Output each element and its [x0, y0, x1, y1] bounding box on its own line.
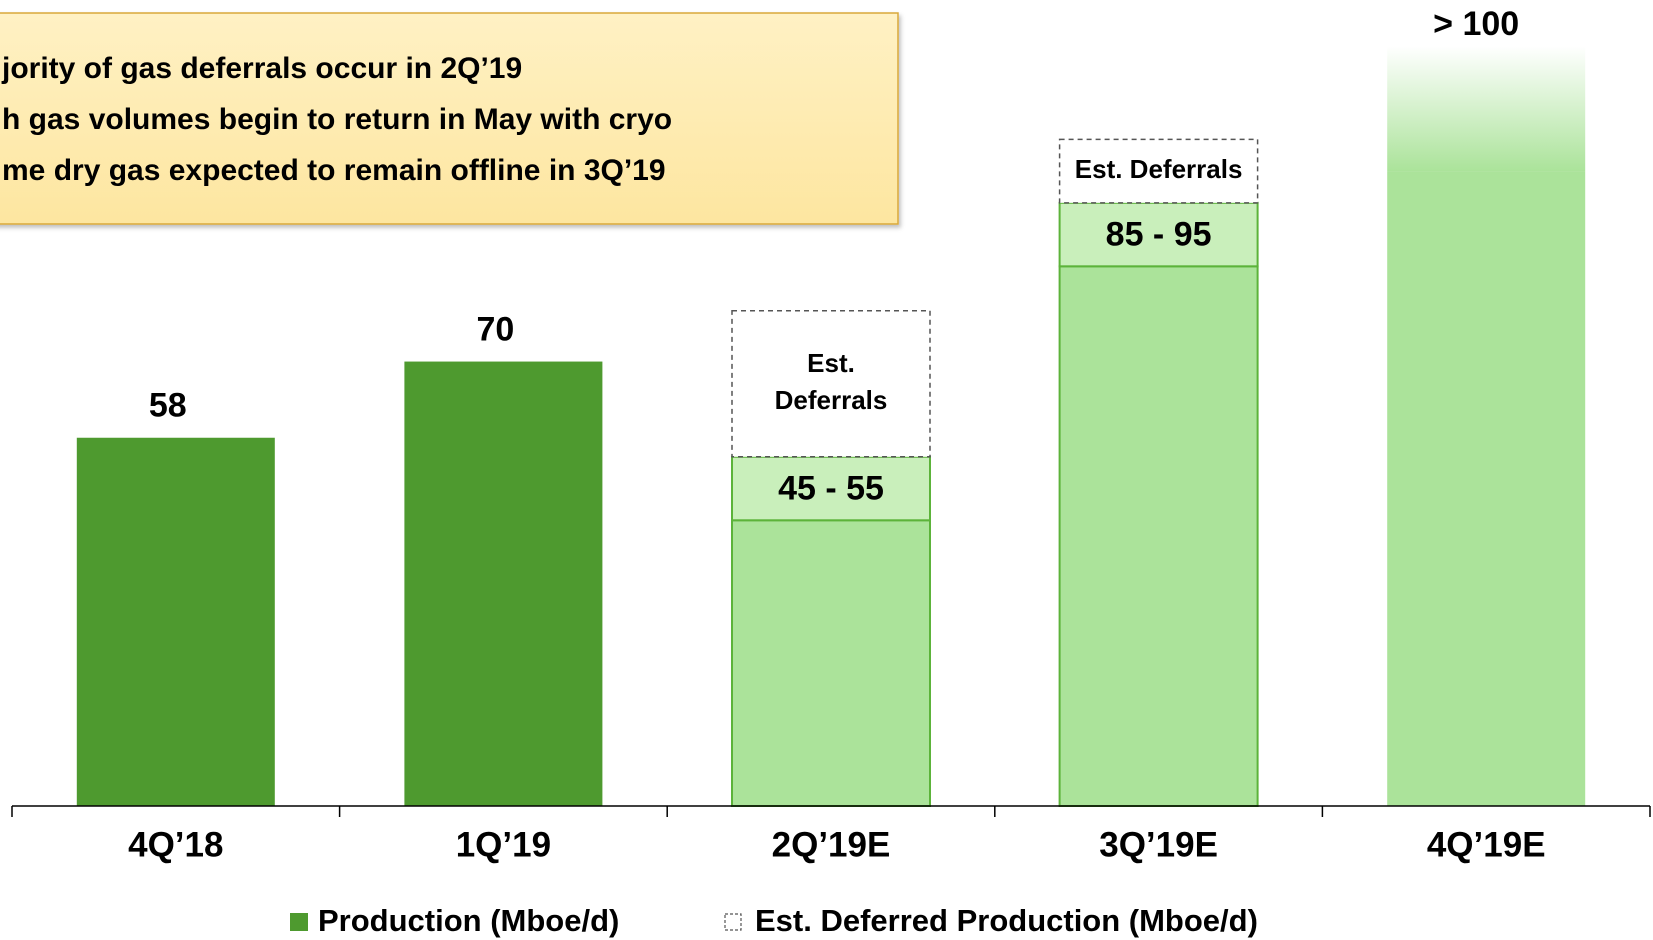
range-band — [731, 455, 931, 522]
callout-text: h gas volumes begin to return in May wit… — [2, 103, 672, 136]
value-label: 70 — [476, 311, 514, 349]
callout-text: me dry gas expected to remain offline in… — [2, 154, 666, 187]
deferral-label: Est. — [807, 348, 855, 378]
bar — [1387, 171, 1586, 807]
x-tick-label: 3Q’19E — [1099, 825, 1218, 864]
value-label: 85 - 95 — [1106, 216, 1212, 254]
bar-fade — [1387, 46, 1586, 172]
bar — [404, 361, 603, 806]
legend-swatch — [724, 913, 742, 931]
deferral-box — [731, 310, 931, 458]
x-tick-label: 2Q’19E — [772, 825, 891, 864]
legend-swatch — [290, 913, 308, 931]
bar — [1058, 265, 1259, 808]
x-tick-label: 4Q’18 — [128, 825, 223, 864]
legend-label: Production (Mboe/d) — [318, 903, 619, 938]
callout-box — [0, 12, 899, 225]
deferral-label: Est. Deferrals — [1075, 154, 1243, 184]
callout-text: jority of gas deferrals occur in 2Q’19 — [1, 52, 522, 85]
bar — [76, 437, 275, 806]
x-tick-label: 4Q’19E — [1427, 825, 1546, 864]
value-label: > 100 — [1433, 5, 1519, 43]
x-tick-label: 1Q’19 — [456, 825, 551, 864]
deferral-label: Deferrals — [775, 385, 888, 415]
bar — [731, 519, 931, 807]
legend-label: Est. Deferred Production (Mboe/d) — [755, 903, 1258, 938]
range-band — [1058, 201, 1259, 268]
value-label: 45 - 55 — [778, 470, 884, 508]
deferral-box — [1058, 138, 1259, 204]
value-label: 58 — [149, 387, 187, 425]
